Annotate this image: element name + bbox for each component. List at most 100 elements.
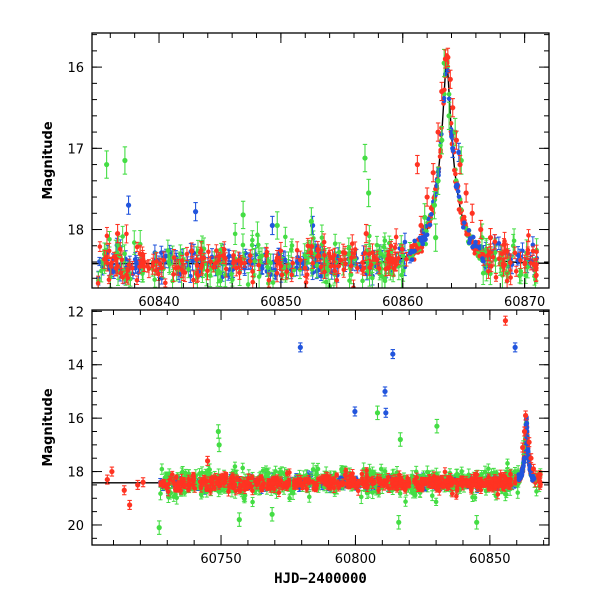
data-point [362, 143, 368, 173]
y-axis [92, 310, 549, 539]
y-tick-label: 14 [67, 359, 84, 374]
panel-bottom: 60750 60800 60850 12 14 16 18 20 Magnitude HJD−24… [41, 305, 550, 587]
data-point [352, 406, 358, 417]
data-point [434, 418, 440, 434]
data-point [104, 150, 110, 179]
y-tick-label: 16 [67, 61, 84, 76]
x-tick-label: 60850 [469, 552, 510, 567]
data-point [422, 203, 428, 232]
data-point [204, 455, 211, 466]
series-points [125, 138, 462, 236]
data-point [382, 386, 388, 397]
data-point [431, 190, 438, 220]
data-point [530, 463, 537, 474]
data-point [523, 410, 529, 421]
data-point [269, 507, 275, 522]
data-point [439, 126, 445, 155]
data-point [469, 203, 475, 223]
series-points [114, 47, 494, 272]
data-point [297, 342, 303, 353]
y-tick-label: 17 [67, 142, 84, 157]
x-tick-label: 60800 [335, 552, 376, 567]
data-point [526, 437, 532, 448]
data-point [396, 515, 402, 530]
plot-frame [91, 32, 550, 289]
data-point [521, 426, 528, 437]
data-point [374, 405, 381, 421]
data-point [463, 183, 469, 203]
data-point [363, 223, 369, 244]
data-point [453, 130, 459, 150]
x-tick-label: 60750 [200, 552, 241, 567]
data-point [127, 499, 133, 510]
data-point [478, 219, 484, 240]
data-point [512, 342, 518, 353]
x-tick-label: 60870 [504, 295, 545, 310]
panel-top: 60840 60850 60860 60870 16 17 18 Magnitude [41, 32, 550, 310]
y-tick-label: 18 [67, 466, 84, 481]
series-points [104, 315, 537, 510]
plot-area [92, 315, 549, 535]
data-point [439, 81, 445, 102]
data-point [528, 453, 534, 464]
y-axis [92, 34, 549, 279]
series-points [297, 342, 530, 464]
data-point [383, 407, 389, 418]
data-point [446, 101, 452, 131]
data-point [236, 512, 242, 527]
data-point [366, 178, 372, 208]
plot-area [92, 47, 549, 288]
series-cloud [158, 467, 543, 500]
data-point [397, 432, 403, 447]
data-point [520, 442, 526, 453]
data-point [435, 166, 441, 195]
y-tick-label: 18 [67, 224, 84, 239]
series-points [104, 48, 485, 252]
data-point [240, 200, 246, 230]
data-point [192, 202, 199, 222]
data-point [445, 47, 451, 68]
data-point [274, 211, 280, 240]
x-axis-label: HJD−2400000 [274, 571, 367, 587]
data-point [109, 466, 115, 477]
series-cloud [95, 224, 539, 288]
data-point [433, 223, 439, 252]
data-point [104, 474, 110, 485]
y-axis-label: Magnitude [41, 121, 56, 200]
x-tick-label: 60860 [382, 295, 423, 310]
data-point [457, 154, 463, 175]
x-axis [113, 310, 545, 545]
data-point [414, 154, 420, 175]
data-point [122, 146, 128, 175]
y-tick-label: 12 [67, 305, 84, 320]
x-axis [109, 33, 550, 288]
y-tick-label: 20 [67, 519, 84, 534]
data-point [502, 315, 509, 326]
peak-cloud [407, 53, 486, 264]
data-point [392, 252, 399, 272]
data-point [269, 215, 275, 236]
data-point [487, 228, 494, 248]
data-point [308, 207, 314, 236]
data-point [215, 424, 221, 439]
plot-frame [91, 309, 550, 546]
data-point [474, 515, 480, 530]
series-points [156, 405, 527, 535]
data-point [430, 163, 436, 183]
data-point [125, 195, 132, 215]
data-point [216, 437, 222, 453]
y-tick-label: 16 [67, 412, 84, 427]
data-point [424, 187, 430, 207]
data-point [114, 223, 121, 244]
data-point [156, 520, 162, 535]
data-point [456, 142, 462, 163]
data-point [447, 69, 453, 89]
data-point [390, 349, 396, 360]
data-point [418, 215, 424, 236]
data-point [135, 479, 141, 490]
x-tick-label: 60850 [260, 295, 301, 310]
data-point [435, 122, 441, 142]
y-axis-label: Magnitude [41, 388, 56, 467]
